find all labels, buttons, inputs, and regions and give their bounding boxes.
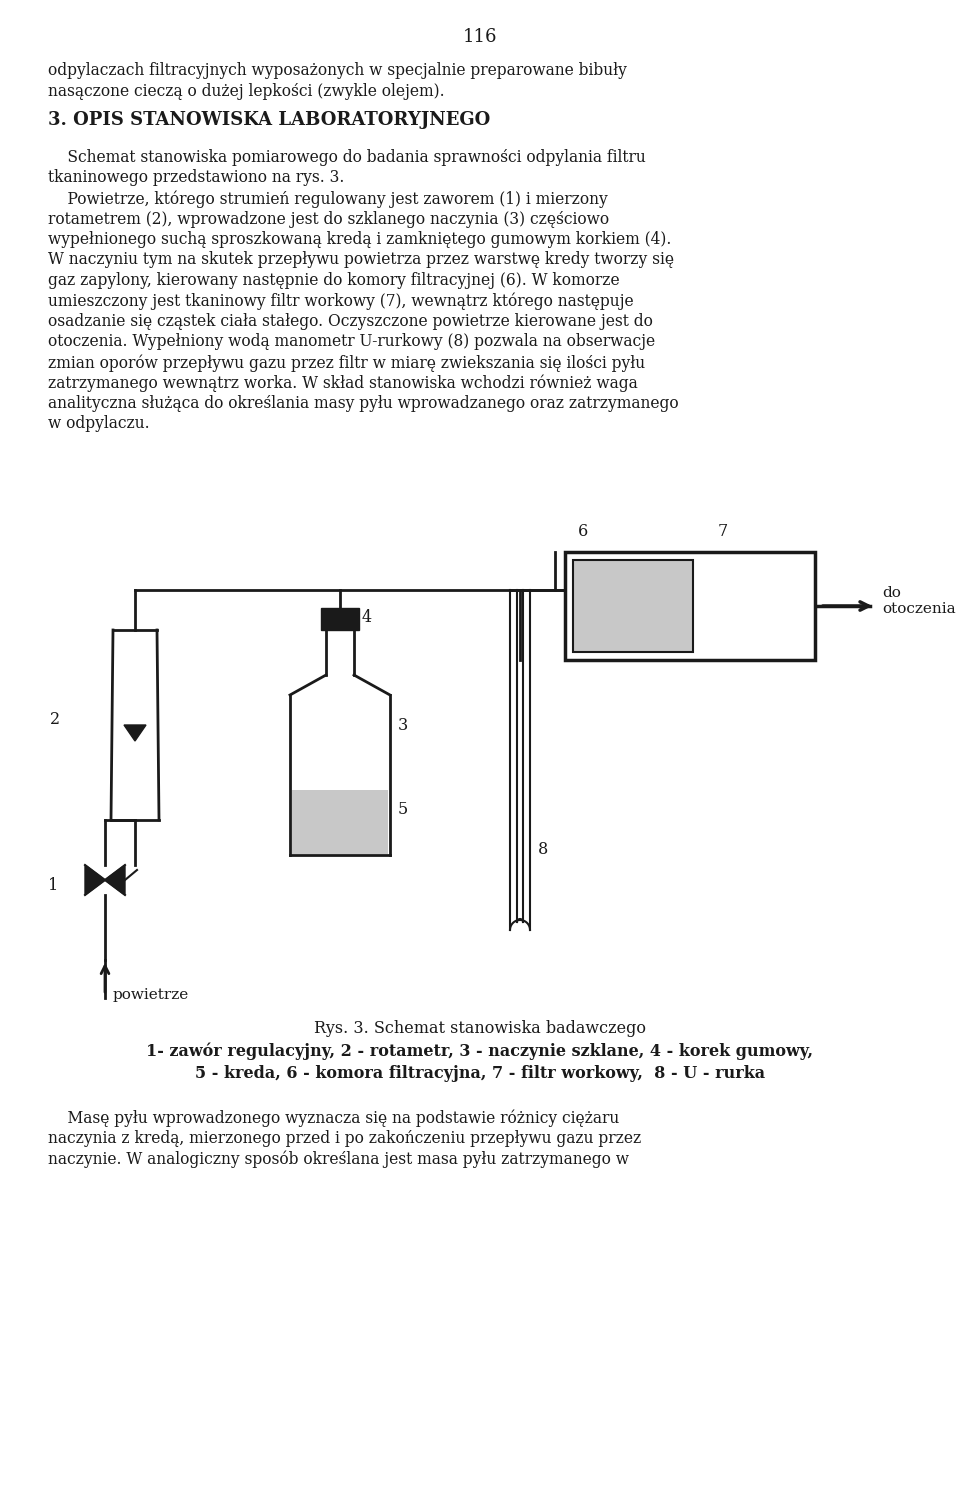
Text: nasączone cieczą o dużej lepkości (zwykle olejem).: nasączone cieczą o dużej lepkości (zwykl… bbox=[48, 83, 444, 99]
Text: 116: 116 bbox=[463, 29, 497, 47]
Text: zatrzymanego wewnątrz worka. W skład stanowiska wchodzi również waga: zatrzymanego wewnątrz worka. W skład sta… bbox=[48, 375, 637, 391]
Text: naczynia z kredą, mierzonego przed i po zakończeniu przepływu gazu przez: naczynia z kredą, mierzonego przed i po … bbox=[48, 1130, 641, 1147]
Text: do
otoczenia: do otoczenia bbox=[882, 585, 955, 616]
Text: 3: 3 bbox=[398, 716, 408, 733]
Bar bbox=[321, 608, 359, 631]
Polygon shape bbox=[105, 865, 125, 895]
Text: Schemat stanowiska pomiarowego do badania sprawności odpylania filtru: Schemat stanowiska pomiarowego do badani… bbox=[48, 149, 646, 166]
Text: 5 - kreda, 6 - komora filtracyjna, 7 - filtr workowy,  8 - U - rurka: 5 - kreda, 6 - komora filtracyjna, 7 - f… bbox=[195, 1066, 765, 1082]
Text: w odpylaczu.: w odpylaczu. bbox=[48, 415, 150, 432]
Text: 7: 7 bbox=[718, 524, 728, 540]
Text: W naczyniu tym na skutek przepływu powietrza przez warstwę kredy tworzy się: W naczyniu tym na skutek przepływu powie… bbox=[48, 251, 674, 268]
Text: 1: 1 bbox=[48, 876, 59, 894]
Text: rotametrem (2), wprowadzone jest do szklanego naczynia (3) częściowo: rotametrem (2), wprowadzone jest do szkl… bbox=[48, 211, 610, 227]
Text: 2: 2 bbox=[50, 712, 60, 728]
Text: gaz zapylony, kierowany następnie do komory filtracyjnej (6). W komorze: gaz zapylony, kierowany następnie do kom… bbox=[48, 272, 619, 289]
Text: Powietrze, którego strumień regulowany jest zaworem (1) i mierzony: Powietrze, którego strumień regulowany j… bbox=[48, 190, 608, 208]
Polygon shape bbox=[85, 865, 105, 895]
Text: 5: 5 bbox=[398, 802, 408, 819]
Text: 3. OPIS STANOWISKA LABORATORYJNEGO: 3. OPIS STANOWISKA LABORATORYJNEGO bbox=[48, 111, 491, 129]
Text: osadzanie się cząstek ciała stałego. Oczyszczone powietrze kierowane jest do: osadzanie się cząstek ciała stałego. Ocz… bbox=[48, 313, 653, 330]
Text: Rys. 3. Schemat stanowiska badawczego: Rys. 3. Schemat stanowiska badawczego bbox=[314, 1020, 646, 1037]
Bar bbox=[292, 790, 388, 853]
Text: 6: 6 bbox=[578, 524, 588, 540]
Text: analityczna służąca do określania masy pyłu wprowadzanego oraz zatrzymanego: analityczna służąca do określania masy p… bbox=[48, 394, 679, 412]
Text: zmian oporów przepływu gazu przez filtr w miarę zwiekszania się ilości pyłu: zmian oporów przepływu gazu przez filtr … bbox=[48, 354, 645, 372]
Text: wypełnionego suchą sproszkowaną kredą i zamkniętego gumowym korkiem (4).: wypełnionego suchą sproszkowaną kredą i … bbox=[48, 230, 671, 248]
Bar bbox=[573, 560, 693, 652]
Text: 8: 8 bbox=[538, 841, 548, 858]
Bar bbox=[565, 552, 815, 661]
Text: tkaninowego przedstawiono na rys. 3.: tkaninowego przedstawiono na rys. 3. bbox=[48, 170, 345, 187]
Text: 1- zawór regulacyjny, 2 - rotametr, 3 - naczynie szklane, 4 - korek gumowy,: 1- zawór regulacyjny, 2 - rotametr, 3 - … bbox=[147, 1043, 813, 1060]
Text: otoczenia. Wypełniony wodą manometr U-rurkowy (8) pozwala na obserwacje: otoczenia. Wypełniony wodą manometr U-ru… bbox=[48, 334, 655, 351]
Text: odpylaczach filtracyjnych wyposażonych w specjalnie preparowane bibuły: odpylaczach filtracyjnych wyposażonych w… bbox=[48, 62, 627, 78]
Text: naczynie. W analogiczny sposób określana jest masa pyłu zatrzymanego w: naczynie. W analogiczny sposób określana… bbox=[48, 1150, 629, 1168]
Text: powietrze: powietrze bbox=[113, 987, 189, 1002]
Text: 4: 4 bbox=[362, 610, 372, 626]
Text: Masę pyłu wprowadzonego wyznacza się na podstawie różnicy ciężaru: Masę pyłu wprowadzonego wyznacza się na … bbox=[48, 1109, 619, 1127]
Polygon shape bbox=[124, 725, 146, 740]
Text: umieszczony jest tkaninowy filtr workowy (7), wewnątrz którego następuje: umieszczony jest tkaninowy filtr workowy… bbox=[48, 292, 634, 310]
